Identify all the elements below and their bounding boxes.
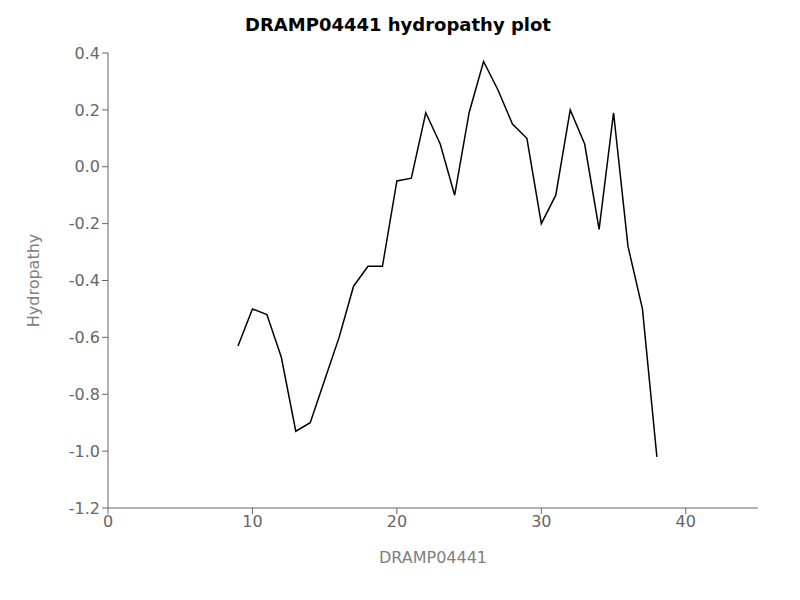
svg-text:-1.2: -1.2	[69, 499, 100, 518]
svg-text:0.4: 0.4	[75, 44, 100, 63]
svg-text:-1.0: -1.0	[69, 442, 100, 461]
svg-text:Hydropathy: Hydropathy	[24, 234, 43, 328]
svg-text:-0.4: -0.4	[69, 271, 100, 290]
svg-text:-0.2: -0.2	[69, 214, 100, 233]
svg-text:-0.8: -0.8	[69, 385, 100, 404]
html-text:DRAMP04441 hydropathy plot: DRAMP04441 hydropathy plot	[245, 14, 551, 35]
svg-text:0.0: 0.0	[75, 157, 100, 176]
svg-text:40: 40	[676, 512, 696, 531]
svg-text:30: 30	[531, 512, 551, 531]
svg-text:0.2: 0.2	[75, 101, 100, 120]
svg-text:10: 10	[242, 512, 262, 531]
svg-text:-0.6: -0.6	[69, 328, 100, 347]
svg-text:20: 20	[387, 512, 407, 531]
svg-text:0: 0	[103, 512, 113, 531]
svg-text:DRAMP04441: DRAMP04441	[379, 548, 487, 567]
